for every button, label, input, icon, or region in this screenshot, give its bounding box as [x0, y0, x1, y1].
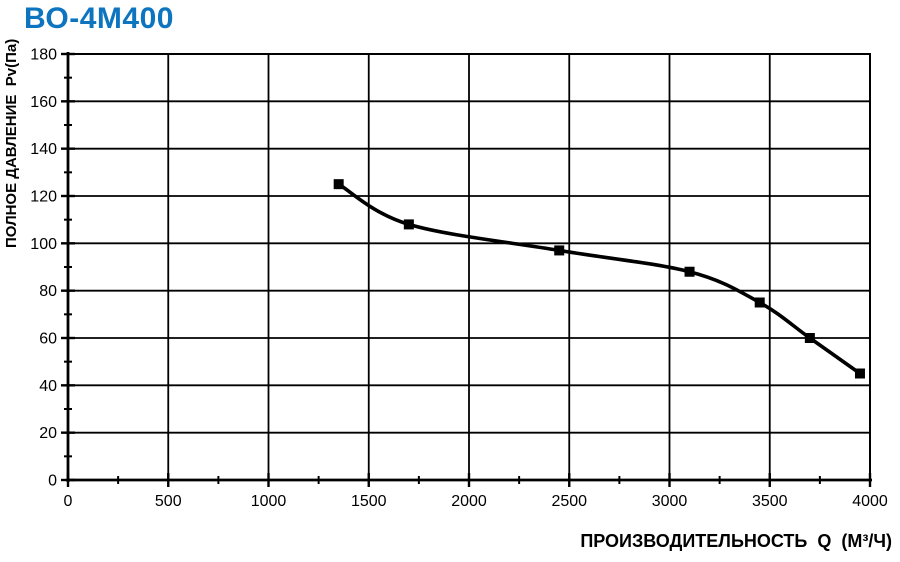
data-point-marker: [804, 333, 815, 343]
y-tick-label: 20: [39, 425, 57, 442]
data-point-marker: [333, 179, 344, 190]
x-tick-label: 500: [155, 493, 182, 510]
x-tick-label: 2000: [451, 493, 487, 510]
x-tick-label: 1000: [251, 493, 287, 510]
y-tick-label: 100: [30, 236, 57, 253]
y-tick-label: 120: [30, 189, 57, 206]
y-tick-label: 180: [30, 47, 57, 64]
x-axis-title: ПРОИЗВОДИТЕЛЬНОСТЬ Q (М³/Ч): [580, 531, 892, 551]
data-point-marker: [754, 297, 765, 308]
x-tick-label: 1500: [351, 493, 387, 510]
y-tick-label: 40: [39, 378, 57, 395]
y-tick-label: 160: [30, 94, 57, 111]
y-tick-label: 80: [39, 283, 57, 300]
y-tick-label: 60: [39, 331, 57, 348]
page-title: ВО-4М400: [24, 2, 174, 35]
y-tick-label: 0: [48, 473, 57, 490]
x-tick-label: 4000: [852, 493, 888, 510]
x-tick-label: 2500: [551, 493, 587, 510]
performance-curve: [336, 182, 862, 376]
x-tick-label: 3000: [652, 493, 688, 510]
data-point-marker: [403, 219, 414, 230]
data-point-marker: [554, 245, 565, 256]
data-point-marker: [854, 368, 865, 379]
x-tick-label: 0: [64, 493, 73, 510]
data-point-marker: [684, 266, 695, 277]
y-tick-label: 140: [30, 141, 57, 158]
x-tick-label: 3500: [752, 493, 788, 510]
